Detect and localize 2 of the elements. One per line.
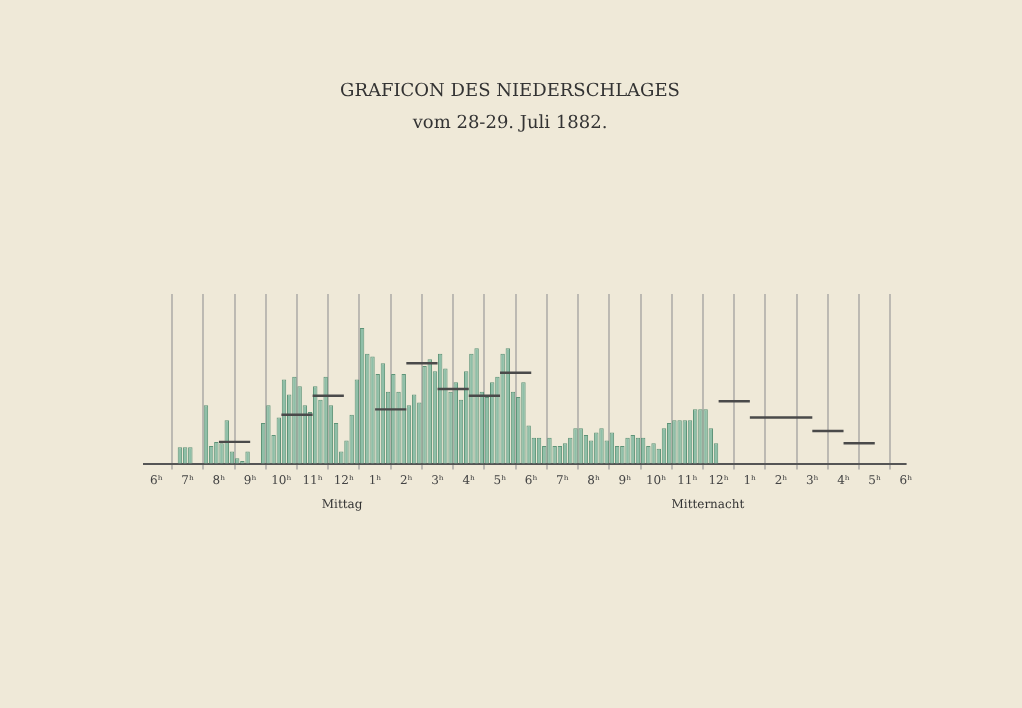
chart-title: GRAFICON DES NIEDERSCHLAGES xyxy=(340,82,680,102)
chart-subtitle: vom 28-29. Juli 1882. xyxy=(410,114,608,134)
